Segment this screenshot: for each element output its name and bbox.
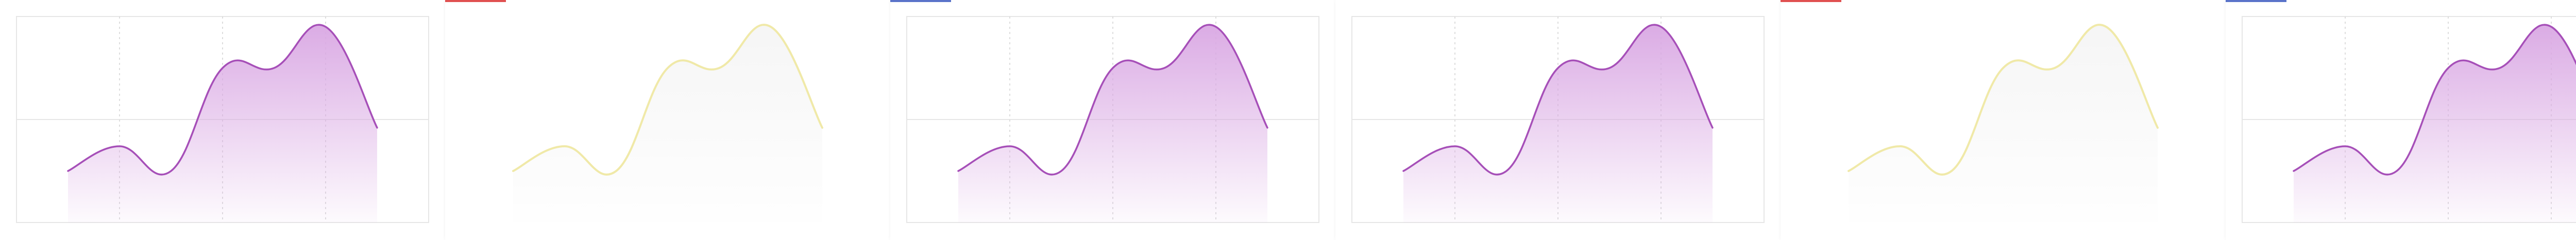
chart-panel-5 bbox=[1781, 0, 2226, 240]
area-fill bbox=[513, 25, 822, 223]
chart-panel-3 bbox=[890, 0, 1335, 240]
area-line bbox=[2293, 24, 2576, 176]
panel-marker-6 bbox=[2226, 0, 2286, 2]
area-line bbox=[1848, 24, 2159, 176]
chart-panel-2 bbox=[445, 0, 890, 240]
area-chart-2 bbox=[512, 24, 823, 223]
panel-marker-3 bbox=[890, 0, 951, 2]
area-line bbox=[957, 24, 1268, 176]
chart-panel-1 bbox=[0, 0, 445, 240]
chart-panel-4 bbox=[1335, 0, 1781, 240]
area-chart-1 bbox=[16, 16, 429, 223]
area-fill bbox=[958, 25, 1267, 223]
area-fill bbox=[1403, 25, 1713, 223]
area-fill bbox=[68, 25, 377, 223]
area-line bbox=[512, 24, 823, 176]
area-fill bbox=[1849, 25, 2158, 223]
panel-marker-5 bbox=[1781, 0, 1841, 2]
area-chart-3 bbox=[906, 16, 1319, 223]
area-chart-4 bbox=[1351, 16, 1765, 223]
area-chart-6 bbox=[2242, 16, 2576, 223]
area-fill bbox=[2294, 25, 2576, 222]
panel-marker-2 bbox=[445, 0, 506, 2]
chart-panel-6 bbox=[2226, 0, 2576, 240]
area-line bbox=[1402, 24, 1714, 176]
area-line bbox=[67, 24, 378, 176]
area-chart-5 bbox=[1848, 24, 2159, 223]
